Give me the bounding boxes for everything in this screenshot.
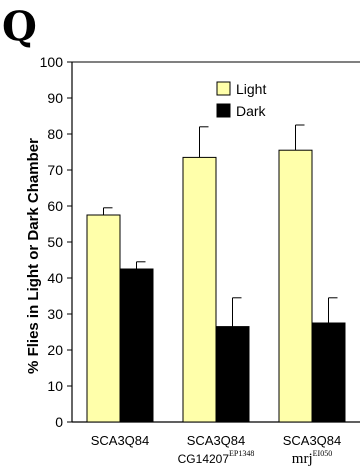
bars-layer (86, 149, 346, 423)
bar-dark-0 (119, 268, 154, 423)
y-tick-label: 0 (55, 414, 63, 430)
x-category-label: SCA3Q84 (283, 433, 342, 448)
bar-light-1 (182, 156, 217, 423)
error-bars-layer (103, 124, 338, 327)
y-tick-labels: 0 10 20 30 40 50 60 70 80 90 100 (40, 54, 64, 430)
y-tick-label: 50 (47, 234, 63, 250)
x-category-sublabel: mrjEI050 (292, 449, 332, 467)
bar-dark-2 (311, 322, 346, 423)
bar-light-0 (86, 214, 121, 423)
y-tick-label: 80 (47, 126, 63, 142)
panel-letter: Q (2, 3, 37, 50)
y-tick-label: 60 (47, 198, 63, 214)
x-category-label: SCA3Q84 (91, 433, 150, 448)
x-category-labels: SCA3Q84 SCA3Q84CG14207EP1348SCA3Q84mrjEI0… (91, 433, 342, 467)
y-tick-label: 20 (47, 342, 63, 358)
y-tick-label: 70 (47, 162, 63, 178)
y-tick-label: 40 (47, 270, 63, 286)
y-axis-label: % Flies in Light or Dark Chamber (25, 138, 42, 374)
x-category-label: SCA3Q84 (187, 433, 246, 448)
y-tick-label: 100 (40, 54, 64, 70)
legend-swatch-dark (216, 103, 231, 118)
legend-swatch-light (216, 81, 231, 96)
legend: Light Dark (216, 81, 267, 119)
y-tick-label: 90 (47, 90, 63, 106)
y-tick-label: 10 (47, 378, 63, 394)
y-tick-label: 30 (47, 306, 63, 322)
bar-dark-1 (215, 326, 250, 423)
legend-label-light: Light (236, 81, 266, 97)
x-category-sublabel: CG14207EP1348 (178, 449, 255, 466)
bar-light-2 (278, 149, 313, 423)
legend-label-dark: Dark (236, 103, 267, 119)
